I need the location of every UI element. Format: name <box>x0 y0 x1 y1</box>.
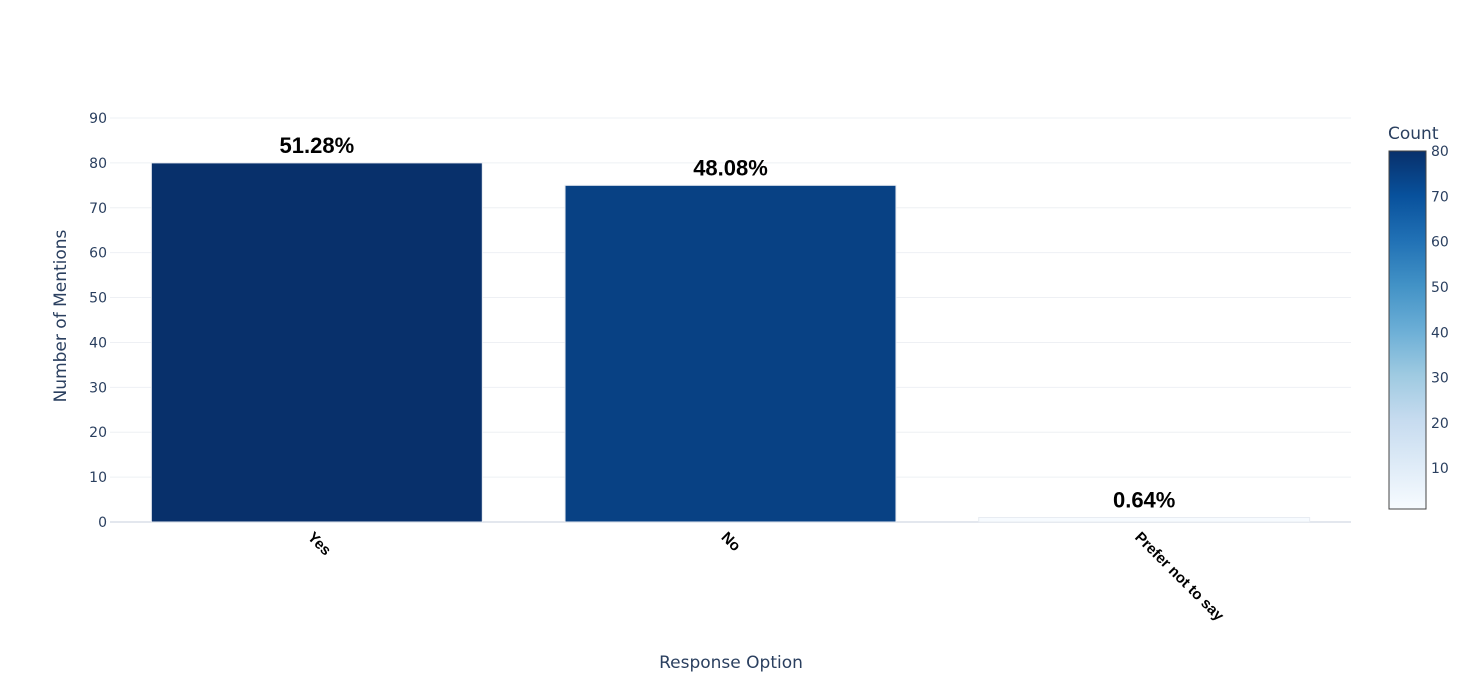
y-axis-title: Number of Mentions <box>51 229 71 402</box>
y-tick-label: 30 <box>89 380 107 396</box>
bar-data-labels: 51.28% 48.08% 0.64% <box>280 133 1176 513</box>
y-tick-label: 20 <box>89 425 107 441</box>
colorbar-tick-label: 50 <box>1431 280 1449 296</box>
bar-yes[interactable] <box>150 162 483 523</box>
y-tick-label: 70 <box>89 201 107 217</box>
colorbar-tick-label: 10 <box>1431 461 1449 477</box>
colorbar-tick-label: 60 <box>1431 235 1449 251</box>
x-axis-ticks: Yes No Prefer not to say <box>304 529 1228 625</box>
x-tick-label: Prefer not to say <box>1131 529 1227 625</box>
bar-prefer-not-to-say[interactable] <box>978 517 1311 523</box>
colorbar-tick-label: 70 <box>1431 189 1449 205</box>
y-tick-label: 90 <box>89 111 107 127</box>
y-tick-label: 40 <box>89 335 107 351</box>
y-axis-ticks: 0 10 20 30 40 50 60 70 80 90 <box>89 111 107 531</box>
colorbar-tick-label: 40 <box>1431 325 1449 341</box>
bar-data-label: 48.08% <box>693 155 768 180</box>
x-tick-label: Yes <box>304 529 334 559</box>
y-tick-label: 60 <box>89 246 107 262</box>
colorbar-gradient <box>1388 150 1427 510</box>
y-tick-label: 0 <box>98 515 107 531</box>
bar-data-label: 51.28% <box>280 133 355 158</box>
colorbar-tick-label: 80 <box>1431 144 1449 160</box>
colorbar-ticks: 10 20 30 40 50 60 70 80 <box>1431 144 1449 477</box>
bar-data-label: 0.64% <box>1113 488 1175 513</box>
bars <box>150 162 1311 523</box>
y-tick-label: 10 <box>89 470 107 486</box>
x-tick-label: No <box>718 529 744 555</box>
x-axis-title: Response Option <box>659 653 803 673</box>
y-tick-label: 80 <box>89 156 107 172</box>
bar-no[interactable] <box>564 184 897 523</box>
colorbar-tick-label: 30 <box>1431 371 1449 387</box>
colorbar-tick-label: 20 <box>1431 416 1449 432</box>
colorbar: Count 10 20 30 40 50 60 70 80 <box>1388 124 1449 510</box>
colorbar-title: Count <box>1388 124 1439 144</box>
y-tick-label: 50 <box>89 291 107 307</box>
